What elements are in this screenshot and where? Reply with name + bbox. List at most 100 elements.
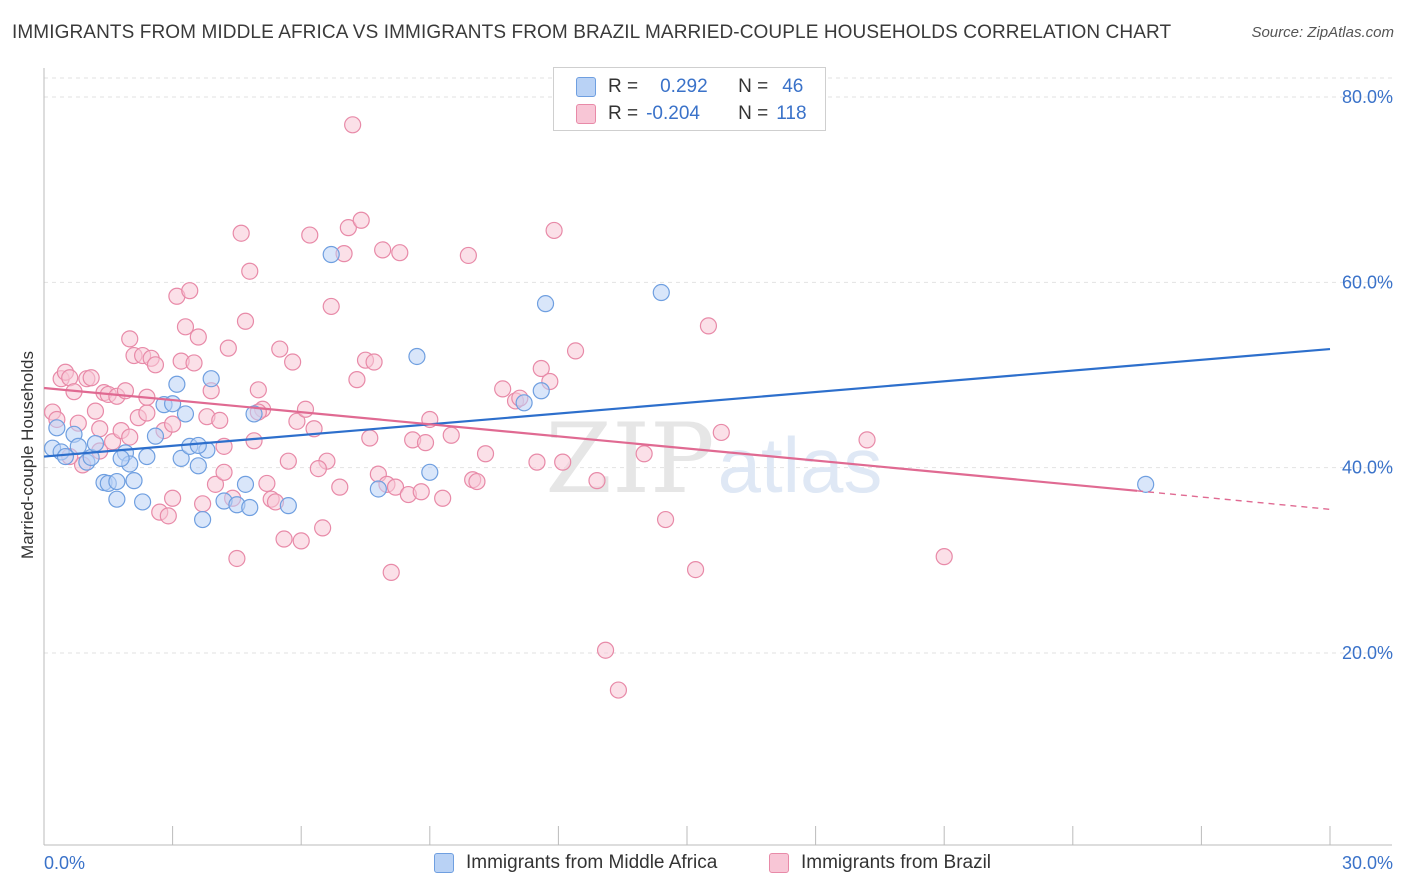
chart-title: IMMIGRANTS FROM MIDDLE AFRICA VS IMMIGRA… — [12, 22, 1172, 43]
middle-africa-point-45 — [189, 436, 207, 455]
trend-line-middle-africa — [43, 347, 1331, 458]
middle-africa-point-37 — [421, 463, 439, 481]
brazil-point-39 — [206, 475, 225, 493]
middle-africa-point-4 — [69, 437, 87, 455]
middle-africa-point-33 — [279, 497, 297, 515]
brazil-point-18 — [121, 428, 139, 446]
brazil-point-48 — [245, 432, 263, 450]
bottom-legend-swatch-pink — [769, 853, 789, 873]
brazil-point-57 — [284, 353, 302, 371]
brazil-point-34 — [185, 354, 203, 372]
y-tick-label-3: 80.0% — [1342, 87, 1393, 107]
middle-africa-point-20 — [168, 375, 186, 393]
middle-africa-point-7 — [86, 434, 105, 453]
middle-africa-point-41 — [652, 283, 670, 302]
brazil-point-49 — [249, 381, 267, 399]
middle-africa-point-39 — [532, 382, 550, 400]
middle-africa-point-32 — [245, 405, 263, 423]
brazil-point-29 — [164, 489, 182, 507]
brazil-point-68 — [339, 219, 357, 237]
brazil-point-55 — [275, 530, 293, 548]
middle-africa-point-25 — [194, 510, 212, 529]
middle-africa-point-36 — [408, 347, 426, 366]
series-middle-africa-points — [43, 245, 1155, 529]
brazil-point-71 — [352, 211, 370, 229]
brazil-point-116 — [309, 459, 327, 478]
middle-africa-point-10 — [108, 472, 126, 491]
brazil-point-9 — [82, 369, 100, 387]
brazil-point-33 — [181, 282, 199, 300]
brazil-point-80 — [391, 244, 409, 262]
bottom-legend-brazil: Immigrants from Brazil — [769, 852, 991, 874]
brazil-point-91 — [494, 380, 512, 398]
middle-africa-point-16 — [138, 447, 156, 466]
brazil-point-56 — [279, 452, 297, 470]
legend-swatch-blue — [576, 77, 596, 97]
source-label: Source: ZipAtlas.com — [1251, 24, 1394, 41]
brazil-point-42 — [219, 339, 237, 357]
brazil-point-99 — [566, 342, 585, 360]
brazil-point-107 — [712, 423, 730, 442]
watermark: ZIP atlas — [545, 403, 882, 515]
brazil-point-66 — [331, 478, 349, 496]
brazil-point-32 — [176, 318, 195, 336]
brazil-point-83 — [412, 483, 430, 501]
trend-line-brazil — [43, 386, 1138, 492]
brazil-point-73 — [361, 429, 379, 447]
middle-africa-point-35 — [369, 480, 387, 498]
brazil-point-25 — [146, 356, 165, 374]
brazil-point-51 — [258, 474, 276, 493]
trend-lines — [43, 347, 1331, 511]
brazil-point-59 — [292, 532, 310, 550]
brazil-point-47 — [241, 262, 259, 280]
brazil-point-35 — [189, 328, 207, 346]
brazil-point-65 — [322, 297, 340, 316]
brazil-point-84 — [416, 434, 435, 452]
r-value: 0.292 — [660, 76, 708, 97]
brazil-point-46 — [236, 312, 255, 330]
bottom-legend-swatch-blue — [434, 853, 454, 873]
x-tick-label-1: 30.0% — [1342, 853, 1393, 873]
bottom-legend-label: Immigrants from Middle Africa — [466, 852, 718, 873]
brazil-point-61 — [301, 226, 319, 244]
brazil-point-69 — [344, 116, 362, 134]
middle-africa-point-38 — [515, 394, 533, 412]
brazil-point-76 — [374, 241, 392, 259]
y-tick-label-2: 60.0% — [1342, 272, 1393, 292]
brazil-point-106 — [699, 317, 718, 335]
brazil-point-97 — [545, 221, 563, 240]
brazil-point-41 — [215, 463, 233, 481]
y-tick-label-0: 20.0% — [1342, 643, 1393, 663]
tick-labels: 20.0% 40.0% 60.0% 80.0% 0.0% 30.0% — [44, 87, 1393, 873]
middle-africa-point-27 — [202, 370, 220, 388]
brazil-point-98 — [554, 453, 572, 471]
y-axis-label: Married-couple Households — [18, 351, 37, 559]
brazil-point-19 — [121, 330, 139, 348]
grid-lines — [44, 77, 1392, 654]
brazil-point-94 — [528, 453, 546, 471]
brazil-point-60 — [296, 400, 315, 418]
brazil-point-11 — [91, 420, 109, 438]
x-tick-label-0: 0.0% — [44, 853, 85, 873]
brazil-point-63 — [314, 519, 332, 537]
brazil-point-101 — [596, 641, 615, 659]
legend-swatch-pink — [576, 104, 596, 124]
trend-line-brazil-extension — [1137, 490, 1331, 511]
brazil-point-117 — [442, 426, 460, 444]
r-label: R = — [608, 76, 639, 97]
brazil-point-100 — [588, 472, 606, 490]
brazil-point-28 — [159, 507, 177, 525]
brazil-point-102 — [609, 681, 628, 699]
brazil-point-105 — [686, 560, 705, 579]
y-tick-label-1: 40.0% — [1342, 458, 1393, 478]
brazil-point-109 — [935, 548, 953, 566]
middle-africa-point-42 — [1137, 475, 1155, 493]
brazil-point-54 — [271, 340, 289, 358]
middle-africa-point-31 — [241, 498, 259, 517]
brazil-point-36 — [194, 495, 212, 513]
middle-africa-point-15 — [133, 493, 152, 511]
n-label: N = — [738, 103, 769, 124]
brazil-point-104 — [656, 510, 675, 529]
middle-africa-point-30 — [236, 475, 255, 493]
